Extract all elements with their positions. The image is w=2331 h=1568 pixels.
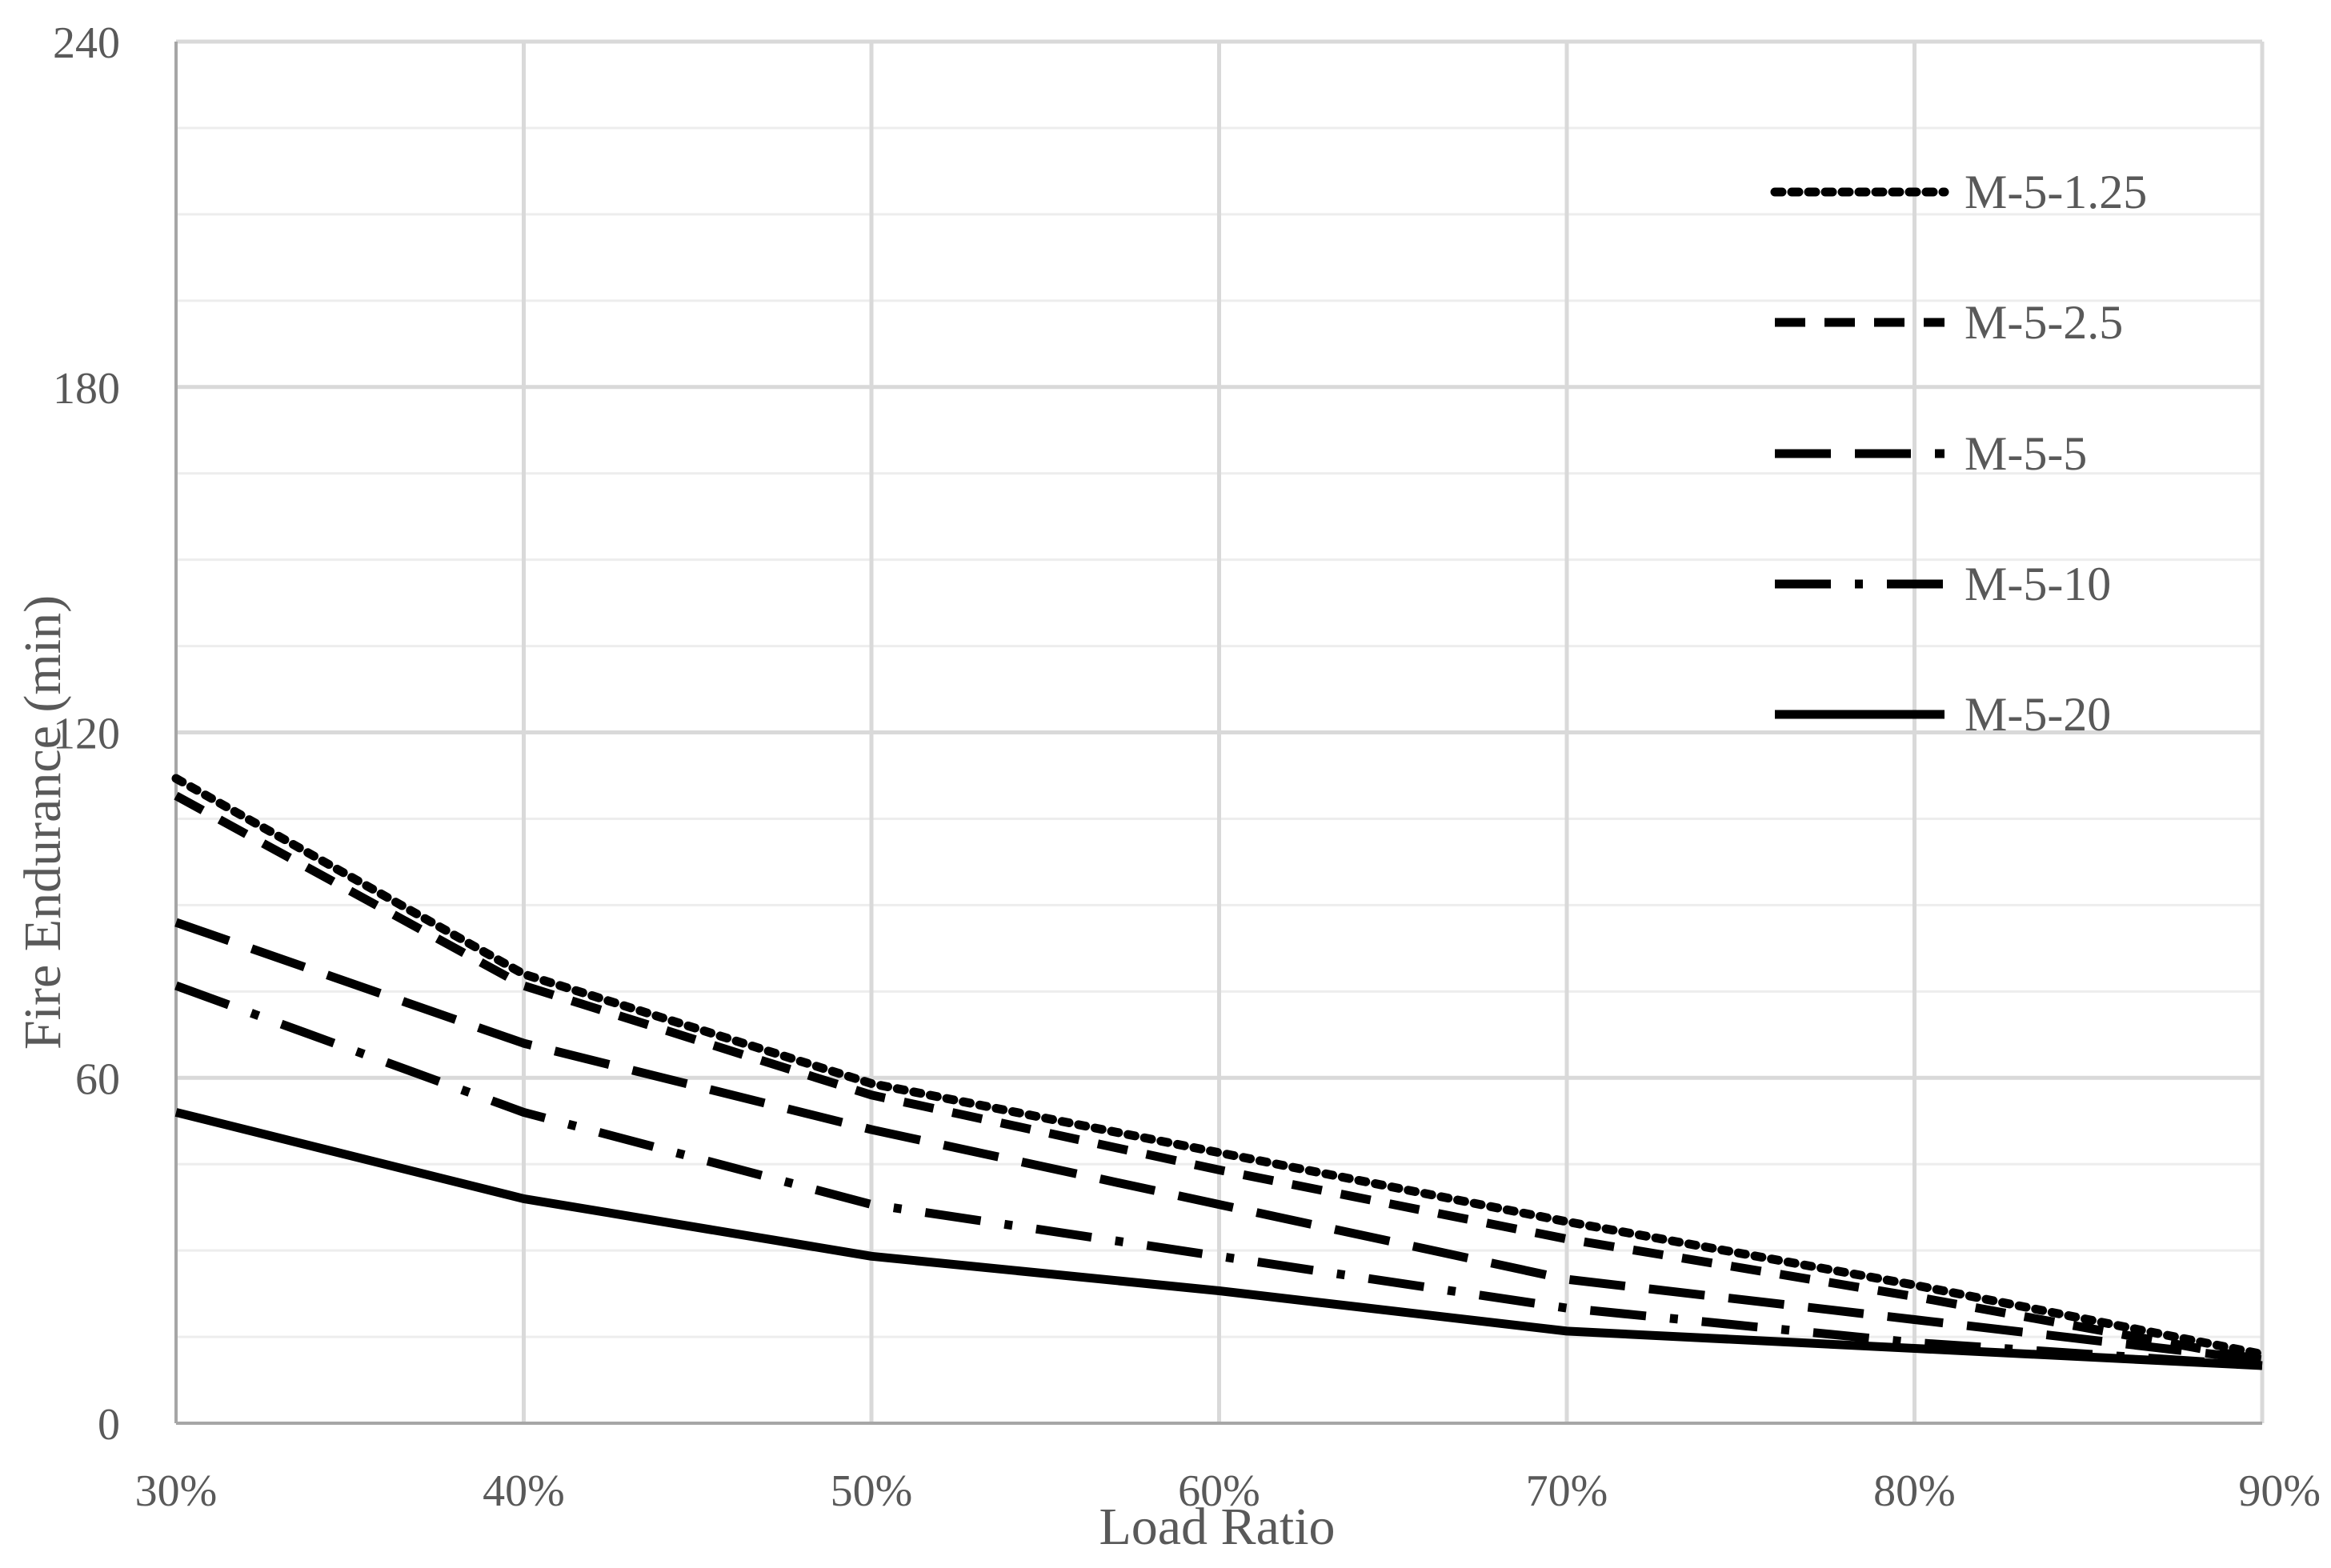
x-tick-label: 40% — [483, 1466, 565, 1516]
series-line-5 — [174, 1108, 2263, 1370]
legend-label: M-5-1.25 — [1965, 166, 2147, 218]
series-lines — [171, 774, 2267, 1370]
series-line-3 — [174, 918, 2263, 1365]
x-tick-label: 90% — [2238, 1466, 2321, 1516]
legend-label: M-5-5 — [1965, 427, 2087, 480]
series-line-1 — [171, 774, 2267, 1359]
y-tick-label: 240 — [53, 18, 120, 68]
series-line-4 — [174, 981, 2263, 1370]
tick-labels: 0 60 120 180 240 30% 40% 50% 60% 70% 80% 90% — [53, 18, 2321, 1516]
y-tick-label: 60 — [75, 1054, 120, 1104]
x-tick-label: 80% — [1873, 1466, 1956, 1516]
y-tick-label: 0 — [98, 1400, 120, 1450]
y-tick-label: 120 — [53, 710, 120, 759]
y-axis-title: Fire Endurance (min) — [14, 595, 72, 1050]
x-tick-label: 50% — [831, 1466, 913, 1516]
legend-label: M-5-10 — [1965, 558, 2111, 610]
legend-label: M-5-2.5 — [1965, 296, 2123, 349]
x-axis-title: Load Ratio — [1099, 1498, 1335, 1556]
series-line-2 — [174, 791, 2263, 1365]
x-tick-label: 70% — [1526, 1466, 1608, 1516]
legend: M-5-1.25 M-5-2.5 M-5-5 M-5-10 M-5-20 — [1770, 166, 2147, 741]
x-tick-label: 60% — [1178, 1466, 1260, 1516]
x-tick-label: 30% — [135, 1466, 218, 1516]
grid — [176, 39, 2265, 1423]
y-tick-label: 180 — [53, 364, 120, 414]
legend-label: M-5-20 — [1965, 688, 2111, 741]
axes — [174, 42, 2262, 1425]
